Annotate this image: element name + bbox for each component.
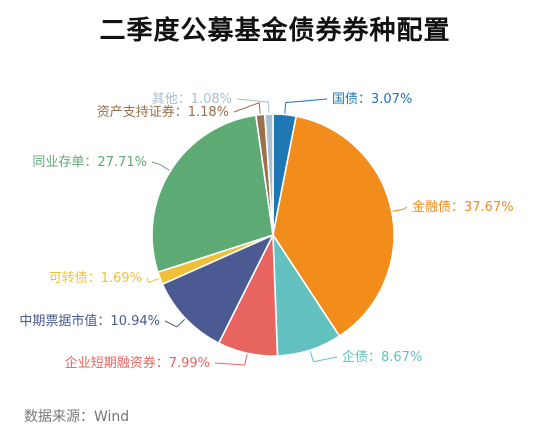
- slice-label-资产支持证券: 资产支持证券：1.18%: [97, 104, 229, 120]
- slice-labels: 国债：3.07% 金融债：37.67% 企债：8.67% 企业短期融资券：7.99% 中…: [19, 92, 513, 371]
- slice-label-企债: 企债：8.67%: [342, 349, 422, 365]
- pie-slice-金融债: [272, 115, 395, 338]
- leader-line-其他: [236, 98, 270, 114]
- leader-line-国债: [284, 98, 328, 114]
- pie-slice-同业存单: [151, 114, 274, 274]
- leader-line-同业存单: [151, 161, 170, 171]
- slice-label-金融债: 金融债：37.67%: [412, 199, 514, 215]
- leader-line-金融债: [392, 206, 408, 212]
- chart-title: 二季度公募基金债券券种配置: [99, 16, 451, 46]
- slice-label-国债: 国债：3.07%: [332, 92, 412, 107]
- leader-line-企债: [309, 351, 338, 363]
- slice-label-企业短期融资券: 企业短期融资券：7.99%: [65, 355, 210, 371]
- leader-line-资产支持证券: [233, 102, 261, 114]
- pie-slice-中期票据市值: [161, 233, 275, 345]
- slice-label-同业存单: 同业存单：27.71%: [32, 155, 147, 170]
- leader-line-中期票据市值: [164, 318, 186, 328]
- slice-label-中期票据市值: 中期票据市值：10.94%: [19, 313, 160, 329]
- leader-line-可转债: [146, 277, 160, 284]
- data-source-note: 数据来源：Wind: [24, 409, 130, 425]
- pie-slice-其他: [263, 113, 274, 236]
- pie-slices: [151, 113, 395, 357]
- slice-label-可转债: 可转债：1.69%: [49, 271, 142, 286]
- leader-line-企业短期融资券: [214, 354, 248, 366]
- leader-lines: [146, 98, 408, 366]
- slice-label-其他: 其他：1.08%: [152, 92, 232, 107]
